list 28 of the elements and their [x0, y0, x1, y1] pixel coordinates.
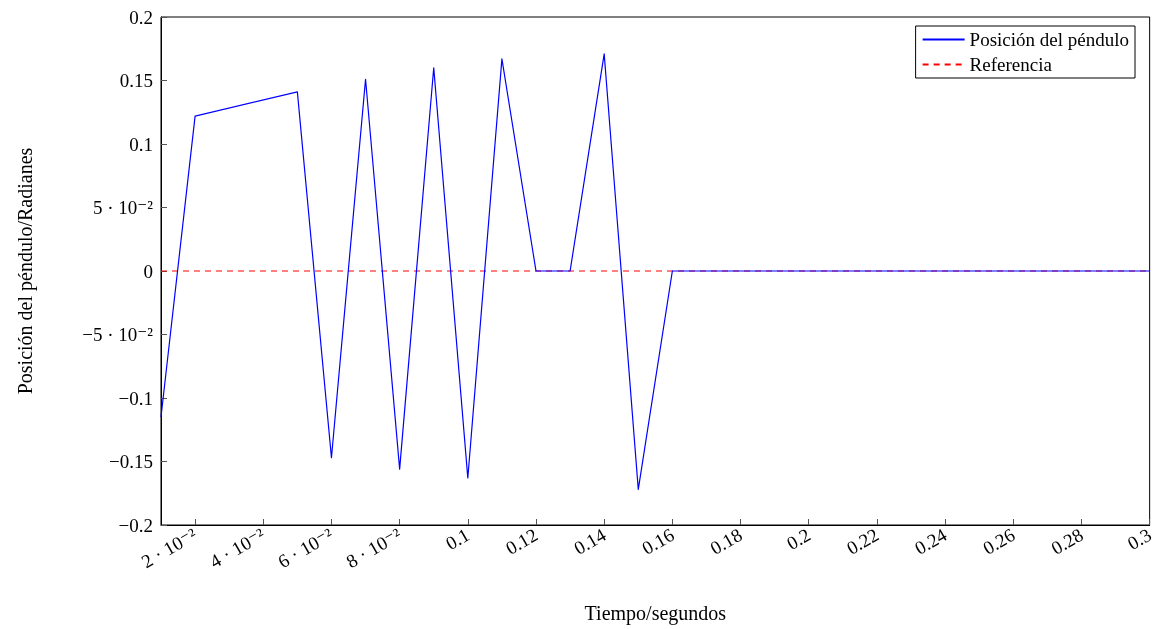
- x-tick-label: 0.1: [442, 523, 474, 554]
- y-tick-label: 0: [143, 260, 153, 282]
- legend-label: Posición del péndulo: [969, 29, 1130, 50]
- x-tick-label: 0.18: [706, 523, 746, 559]
- x-axis-title: Tiempo/segundos: [584, 602, 727, 625]
- y-tick-label: 0.2: [129, 6, 153, 28]
- x-tick-label: 0.24: [911, 523, 951, 559]
- x-tick-label: 4 · 10⁻²: [206, 523, 269, 573]
- y-tick-label: −0.2: [118, 514, 153, 536]
- x-tick-label: 0.3: [1123, 523, 1155, 554]
- line-series: [160, 53, 1151, 491]
- x-tick-label: 6 · 10⁻²: [274, 523, 337, 573]
- x-tick-label: 0.12: [501, 523, 542, 559]
- x-tick-label: 0.22: [842, 523, 883, 559]
- x-tick-label: 0.2: [782, 523, 814, 554]
- y-tick-label: −0.15: [109, 451, 153, 472]
- y-axis-title: Posición del péndulo/Radianes: [14, 147, 37, 395]
- x-tick-label: 0.26: [979, 523, 1019, 559]
- legend-label: Referencia: [969, 54, 1053, 75]
- x-tick-label: 0.28: [1047, 523, 1087, 559]
- y-tick-label: −0.1: [118, 387, 153, 409]
- y-tick-label: −5 · 10⁻²: [82, 324, 154, 345]
- x-tick-label: 0.14: [570, 523, 610, 559]
- y-tick-label: 5 · 10⁻²: [92, 197, 154, 218]
- y-tick-label: 0.1: [129, 133, 153, 155]
- x-tick-label: 0.16: [638, 523, 678, 559]
- y-tick-label: 0.15: [119, 70, 153, 91]
- x-tick-label: 8 · 10⁻²: [342, 523, 406, 573]
